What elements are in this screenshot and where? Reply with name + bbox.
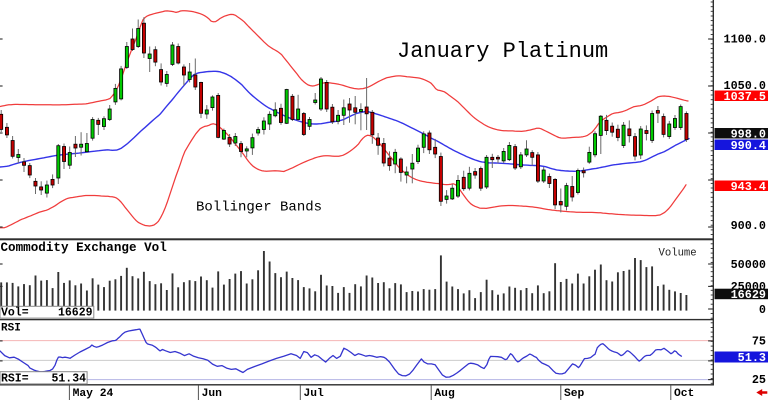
svg-text:51.3: 51.3: [738, 351, 766, 365]
svg-text:Oct: Oct: [674, 388, 694, 400]
svg-text:51.34: 51.34: [51, 372, 86, 385]
svg-text:16629: 16629: [731, 288, 766, 302]
svg-text:Vol=: Vol=: [1, 307, 29, 320]
svg-text:Aug: Aug: [434, 388, 455, 400]
svg-text:900.0: 900.0: [731, 219, 766, 233]
svg-text:16629: 16629: [58, 307, 93, 320]
svg-text:Bollinger Bands: Bollinger Bands: [196, 200, 322, 216]
svg-text:943.4: 943.4: [731, 180, 766, 194]
svg-text:RSI=: RSI=: [1, 372, 29, 385]
svg-text:Jul: Jul: [304, 388, 325, 400]
svg-text:1050.0: 1050.0: [724, 79, 766, 93]
svg-text:RSI: RSI: [1, 323, 21, 335]
svg-text:May 24: May 24: [73, 388, 114, 400]
svg-text:75: 75: [752, 334, 766, 348]
svg-text:Volume: Volume: [659, 248, 697, 260]
svg-text:1100.0: 1100.0: [724, 33, 766, 47]
svg-text:50000: 50000: [731, 258, 766, 272]
svg-text:January Platinum: January Platinum: [397, 39, 608, 64]
svg-text:998.0: 998.0: [731, 127, 766, 141]
svg-text:Commodity Exchange Vol: Commodity Exchange Vol: [1, 241, 168, 255]
svg-text:25: 25: [752, 373, 766, 387]
svg-text:Sep: Sep: [564, 388, 585, 400]
svg-text:Jun: Jun: [202, 388, 223, 400]
svg-text:990.4: 990.4: [731, 139, 766, 153]
svg-text:1037.5: 1037.5: [724, 90, 766, 104]
svg-text:0: 0: [759, 303, 766, 317]
